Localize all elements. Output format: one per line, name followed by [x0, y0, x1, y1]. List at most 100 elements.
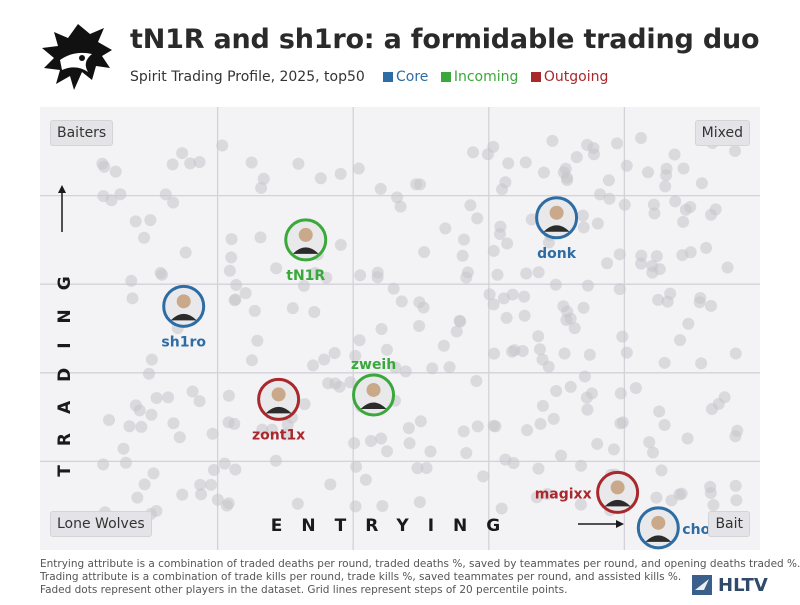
faded-dot	[389, 361, 402, 374]
faded-dot	[570, 151, 583, 164]
faded-dot	[216, 139, 229, 152]
plot-area: ENTRYING TRADING sh1rodonkchoppertN1Rzwe…	[40, 107, 760, 550]
faded-dot	[266, 423, 279, 436]
faded-dot	[230, 278, 243, 291]
faded-dot	[399, 365, 412, 378]
faded-dot	[470, 374, 483, 387]
faded-dot	[308, 306, 321, 319]
corner-label-bait: Bait	[708, 511, 750, 537]
player-label: zweih	[351, 357, 396, 373]
faded-dot	[193, 155, 206, 168]
faded-dot	[354, 269, 367, 282]
faded-dot	[549, 278, 562, 291]
faded-dot	[129, 215, 142, 228]
faded-dot	[614, 387, 627, 400]
faded-dot	[269, 454, 282, 467]
faded-dot	[211, 493, 224, 506]
faded-dot	[578, 370, 591, 383]
chart-subtitle: Spirit Trading Profile, 2025, top50	[130, 69, 365, 85]
faded-dot	[176, 488, 189, 501]
faded-dot	[350, 460, 363, 473]
faded-dot	[581, 403, 594, 416]
faded-dot	[530, 491, 543, 504]
faded-dot	[674, 334, 687, 347]
faded-dot	[603, 192, 616, 205]
faded-dot	[114, 188, 127, 201]
faded-dot	[694, 292, 707, 305]
faded-dot	[98, 160, 111, 173]
faded-dot	[256, 423, 269, 436]
faded-dot	[652, 293, 665, 306]
faded-dot	[518, 309, 531, 322]
faded-dot	[142, 367, 155, 380]
faded-dot	[349, 349, 362, 362]
faded-dot	[225, 233, 238, 246]
faded-dot	[643, 436, 656, 449]
faded-dot	[437, 339, 450, 352]
faded-dot	[426, 362, 439, 375]
faded-dot	[560, 171, 573, 184]
faded-dot	[394, 200, 407, 213]
faded-dot	[228, 294, 241, 307]
faded-dot	[681, 432, 694, 445]
player-label: tN1R	[286, 268, 325, 284]
faded-dot	[730, 494, 743, 507]
faded-dot	[677, 162, 690, 175]
faded-dot	[381, 445, 394, 458]
faded-dot	[601, 257, 614, 270]
faded-dot	[460, 447, 473, 460]
avatar-head-icon	[366, 382, 381, 397]
faded-dot	[218, 457, 231, 470]
faded-dot	[564, 312, 577, 325]
faded-dot	[559, 162, 572, 175]
faded-dot	[729, 347, 742, 360]
faded-dot	[125, 274, 138, 287]
faded-dot	[375, 432, 388, 445]
faded-dot	[117, 442, 130, 455]
faded-dot	[376, 499, 389, 512]
faded-dot	[488, 347, 501, 360]
faded-dot	[334, 167, 347, 180]
faded-dot	[642, 166, 655, 179]
faded-dot	[239, 287, 252, 300]
faded-dot	[460, 271, 473, 284]
faded-dot	[364, 435, 377, 448]
chart-title: tN1R and sh1ro: a formidable trading duo	[130, 24, 760, 55]
faded-dot	[353, 334, 366, 347]
faded-dot	[487, 244, 500, 257]
faded-dot	[105, 194, 118, 207]
faded-dot	[207, 464, 220, 477]
faded-dot	[506, 345, 519, 358]
faded-dot	[677, 215, 690, 228]
faded-dot	[225, 251, 238, 264]
faded-dot	[718, 391, 731, 404]
faded-dot	[507, 456, 520, 469]
faded-dot	[457, 233, 470, 246]
faded-dot	[629, 381, 642, 394]
faded-dot	[375, 323, 388, 336]
player-magixx: magixx	[535, 470, 640, 514]
avatar-body-icon	[360, 402, 387, 409]
player-label: sh1ro	[161, 334, 206, 350]
faded-dot	[205, 478, 218, 491]
faded-dot	[646, 259, 659, 272]
faded-dot	[536, 399, 549, 412]
faded-dot	[307, 359, 320, 372]
faded-dot	[620, 159, 633, 172]
avatar-body-icon	[265, 406, 292, 414]
faded-dot	[634, 132, 647, 145]
faded-dot	[547, 412, 560, 425]
faded-dot	[546, 134, 559, 147]
faded-dot	[577, 221, 590, 234]
faded-dot	[97, 458, 110, 471]
faded-dot	[167, 417, 180, 430]
faded-dot	[729, 479, 742, 492]
faded-dot	[721, 261, 734, 274]
faded-dot	[487, 298, 500, 311]
faded-dot	[222, 416, 235, 429]
hltv-logo-icon	[692, 575, 712, 595]
legend-label-core: Core	[396, 69, 429, 85]
faded-dot	[534, 417, 547, 430]
faded-dot	[568, 322, 581, 335]
avatar-body-icon	[292, 247, 319, 254]
